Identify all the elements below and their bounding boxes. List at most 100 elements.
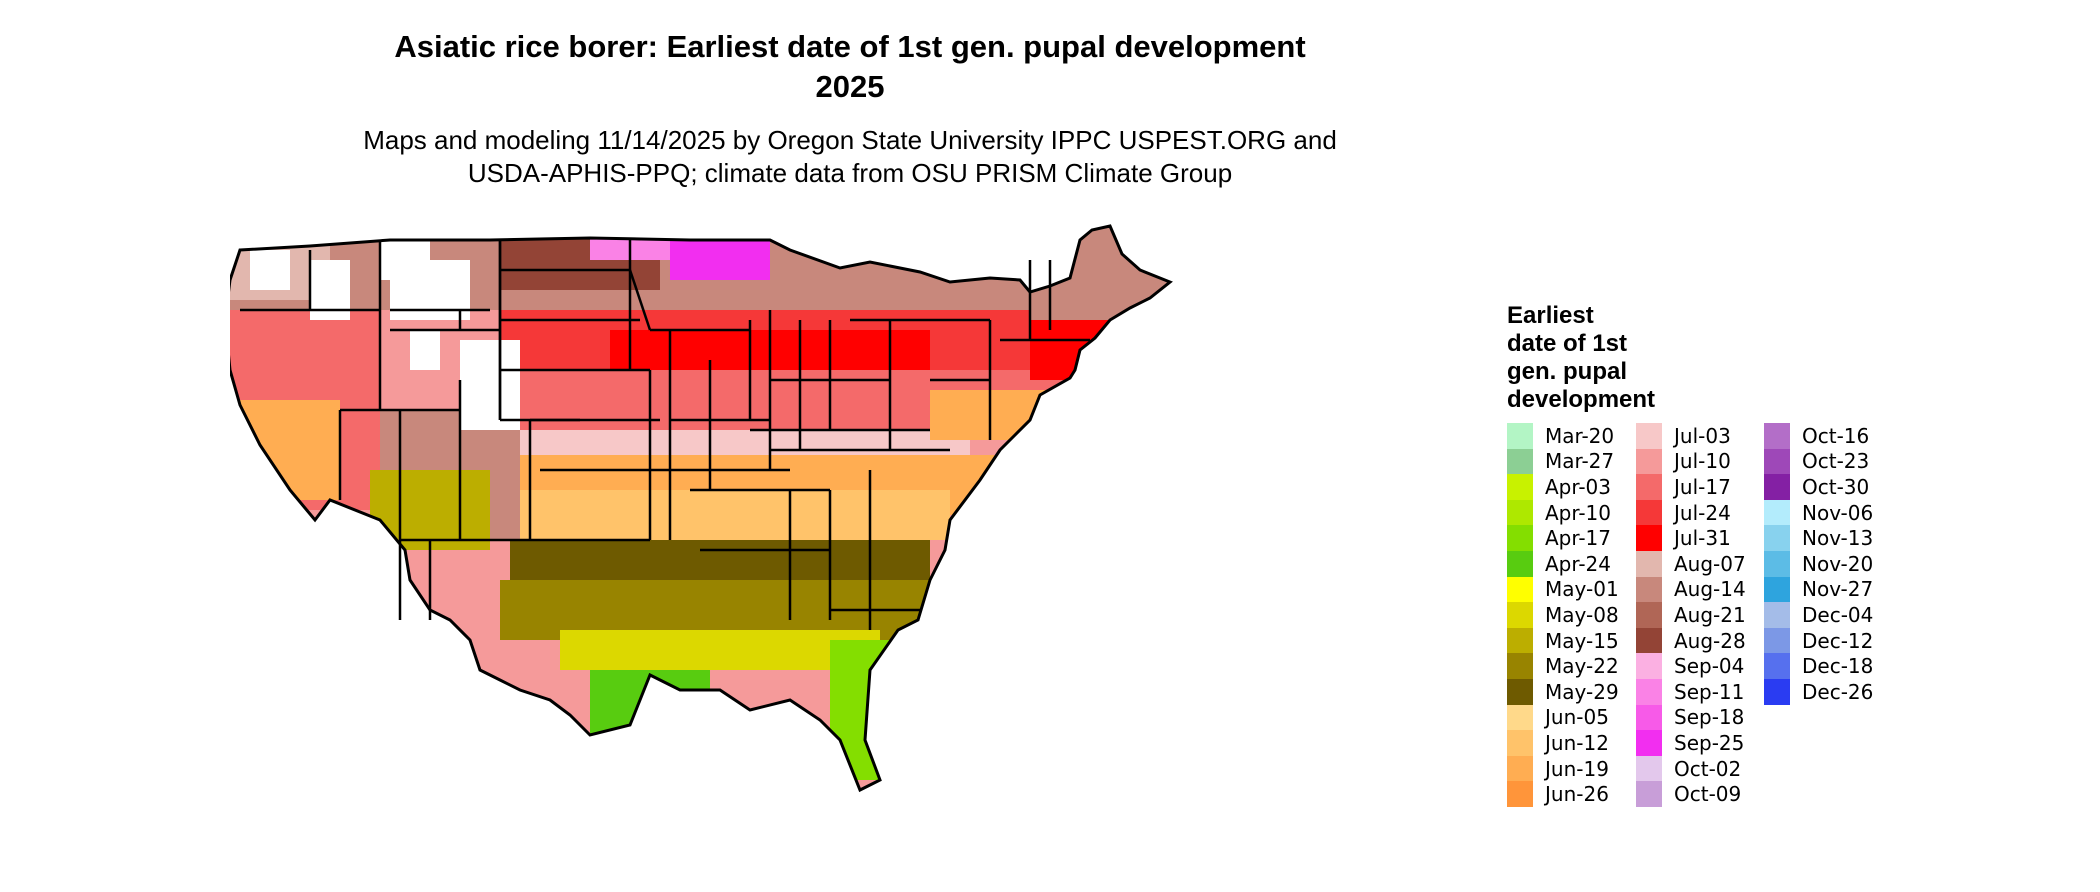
legend-label: Sep-11	[1674, 679, 1745, 704]
legend-label: Nov-27	[1802, 577, 1874, 602]
legend-item: Jul-10	[1636, 448, 1746, 475]
legend-item: May-29	[1507, 678, 1619, 705]
legend-label: Jul-24	[1674, 500, 1731, 525]
legend-label: May-01	[1545, 577, 1619, 602]
legend-item: Nov-06	[1764, 499, 1874, 526]
legend-item: Oct-16	[1764, 423, 1873, 449]
legend-swatch	[1636, 627, 1662, 654]
legend-item: Dec-26	[1764, 678, 1873, 705]
legend-swatch	[1764, 499, 1790, 526]
legend-item: Oct-30	[1764, 474, 1873, 500]
legend-swatch	[1507, 704, 1533, 731]
legend-swatch	[1764, 678, 1790, 705]
legend-swatch	[1636, 550, 1662, 577]
legend-label: Aug-21	[1674, 602, 1746, 627]
legend-label: Sep-18	[1674, 705, 1745, 730]
legend-swatch	[1764, 550, 1790, 577]
legend-label: Nov-13	[1802, 526, 1874, 551]
legend-label: Nov-06	[1802, 500, 1874, 525]
legend-item: May-08	[1507, 602, 1619, 628]
legend-swatch	[1636, 525, 1662, 551]
legend-swatch	[1507, 602, 1533, 628]
legend-swatch	[1507, 781, 1533, 807]
legend-swatch	[1636, 678, 1662, 705]
legend-column-1: Mar-20 Mar-27 Apr-03 Apr-10 Apr-17 Apr-24 May-…	[1507, 423, 1619, 807]
legend-item: Dec-12	[1764, 627, 1873, 654]
legend-swatch	[1636, 653, 1662, 679]
us-map	[230, 220, 1490, 890]
legend-item: Nov-27	[1764, 576, 1874, 603]
legend-item: Aug-28	[1636, 627, 1746, 654]
legend-label: Jun-05	[1545, 705, 1609, 730]
legend-label: Apr-17	[1545, 526, 1611, 551]
legend-swatch	[1636, 474, 1662, 500]
legend-title-line: Earliest	[1507, 302, 1594, 329]
legend-label: Aug-28	[1674, 628, 1746, 653]
legend-swatch	[1764, 576, 1790, 603]
legend-title: Earliest date of 1st gen. pupal developm…	[1507, 302, 1697, 414]
legend-label: Oct-16	[1802, 423, 1870, 448]
legend-label: Nov-20	[1802, 551, 1874, 576]
legend-item: Mar-20	[1507, 423, 1619, 449]
legend-label: Mar-20	[1545, 423, 1615, 448]
legend-label: May-15	[1545, 628, 1619, 653]
legend-swatch	[1636, 781, 1662, 807]
legend-label: Jul-03	[1674, 423, 1731, 448]
legend-label: Mar-27	[1545, 449, 1615, 474]
legend-item: Sep-11	[1636, 678, 1746, 705]
legend-swatch	[1636, 704, 1662, 731]
legend-label: Apr-03	[1545, 474, 1611, 499]
legend-item: Aug-14	[1636, 576, 1746, 603]
legend-title-line: gen. pupal	[1507, 358, 1627, 385]
legend-label: Jun-26	[1545, 782, 1609, 807]
map-title: Asiatic rice borer: Earliest date of 1st…	[394, 29, 1306, 64]
legend-item: May-15	[1507, 627, 1619, 654]
legend-title-line: date of 1st	[1507, 330, 1628, 357]
legend-column-3: Oct-16 Oct-23 Oct-30 Nov-06 Nov-13 Nov-20 Nov-…	[1764, 423, 1873, 705]
legend-item: Apr-03	[1507, 474, 1619, 500]
legend-item: Sep-04	[1636, 653, 1746, 679]
legend-item: Jul-17	[1636, 474, 1746, 500]
legend-item: Aug-21	[1636, 602, 1746, 628]
legend-swatch	[1507, 525, 1533, 551]
map-subtitle-line2: USDA-APHIS-PPQ; climate data from OSU PR…	[467, 158, 1233, 188]
legend-swatch	[1764, 423, 1790, 449]
legend-item: Nov-13	[1764, 525, 1873, 551]
legend-item: Apr-24	[1507, 550, 1619, 577]
legend-label: Jul-17	[1674, 474, 1731, 499]
legend-swatch	[1507, 576, 1533, 603]
state-borders	[240, 240, 1090, 630]
legend-item: Jul-24	[1636, 499, 1746, 526]
legend-item: Jun-12	[1507, 730, 1619, 756]
legend-label: Oct-02	[1674, 756, 1742, 781]
legend-swatch	[1507, 550, 1533, 577]
legend-item: Sep-25	[1636, 730, 1746, 756]
legend-swatch	[1636, 423, 1662, 449]
legend-label: May-22	[1545, 654, 1619, 679]
legend-item: Aug-07	[1636, 550, 1746, 577]
legend-item: Oct-09	[1636, 781, 1746, 807]
legend-swatch	[1507, 730, 1533, 756]
legend-item: Nov-20	[1764, 550, 1874, 577]
legend-swatch	[1636, 499, 1662, 526]
legend-item: Apr-10	[1507, 499, 1619, 526]
legend-swatch	[1507, 678, 1533, 705]
legend-label: Apr-24	[1545, 551, 1611, 576]
legend-swatch	[1636, 448, 1662, 475]
legend-label: May-08	[1545, 602, 1619, 627]
legend-swatch	[1636, 755, 1662, 782]
legend-item: Dec-04	[1764, 602, 1873, 628]
map-title-year: 2025	[815, 69, 885, 104]
legend-label: Dec-18	[1802, 654, 1874, 679]
legend-swatch	[1507, 499, 1533, 526]
legend-label: Oct-23	[1802, 449, 1870, 474]
legend-label: Oct-30	[1802, 474, 1870, 499]
legend-item: Jun-26	[1507, 781, 1619, 807]
legend-label: Jul-31	[1674, 526, 1731, 551]
us-map-svg	[230, 224, 1172, 792]
legend-label: Aug-07	[1674, 551, 1746, 576]
legend-swatch	[1764, 474, 1790, 500]
legend-item: Oct-23	[1764, 448, 1873, 475]
legend-swatch	[1507, 448, 1533, 475]
legend-item: Oct-02	[1636, 755, 1746, 782]
